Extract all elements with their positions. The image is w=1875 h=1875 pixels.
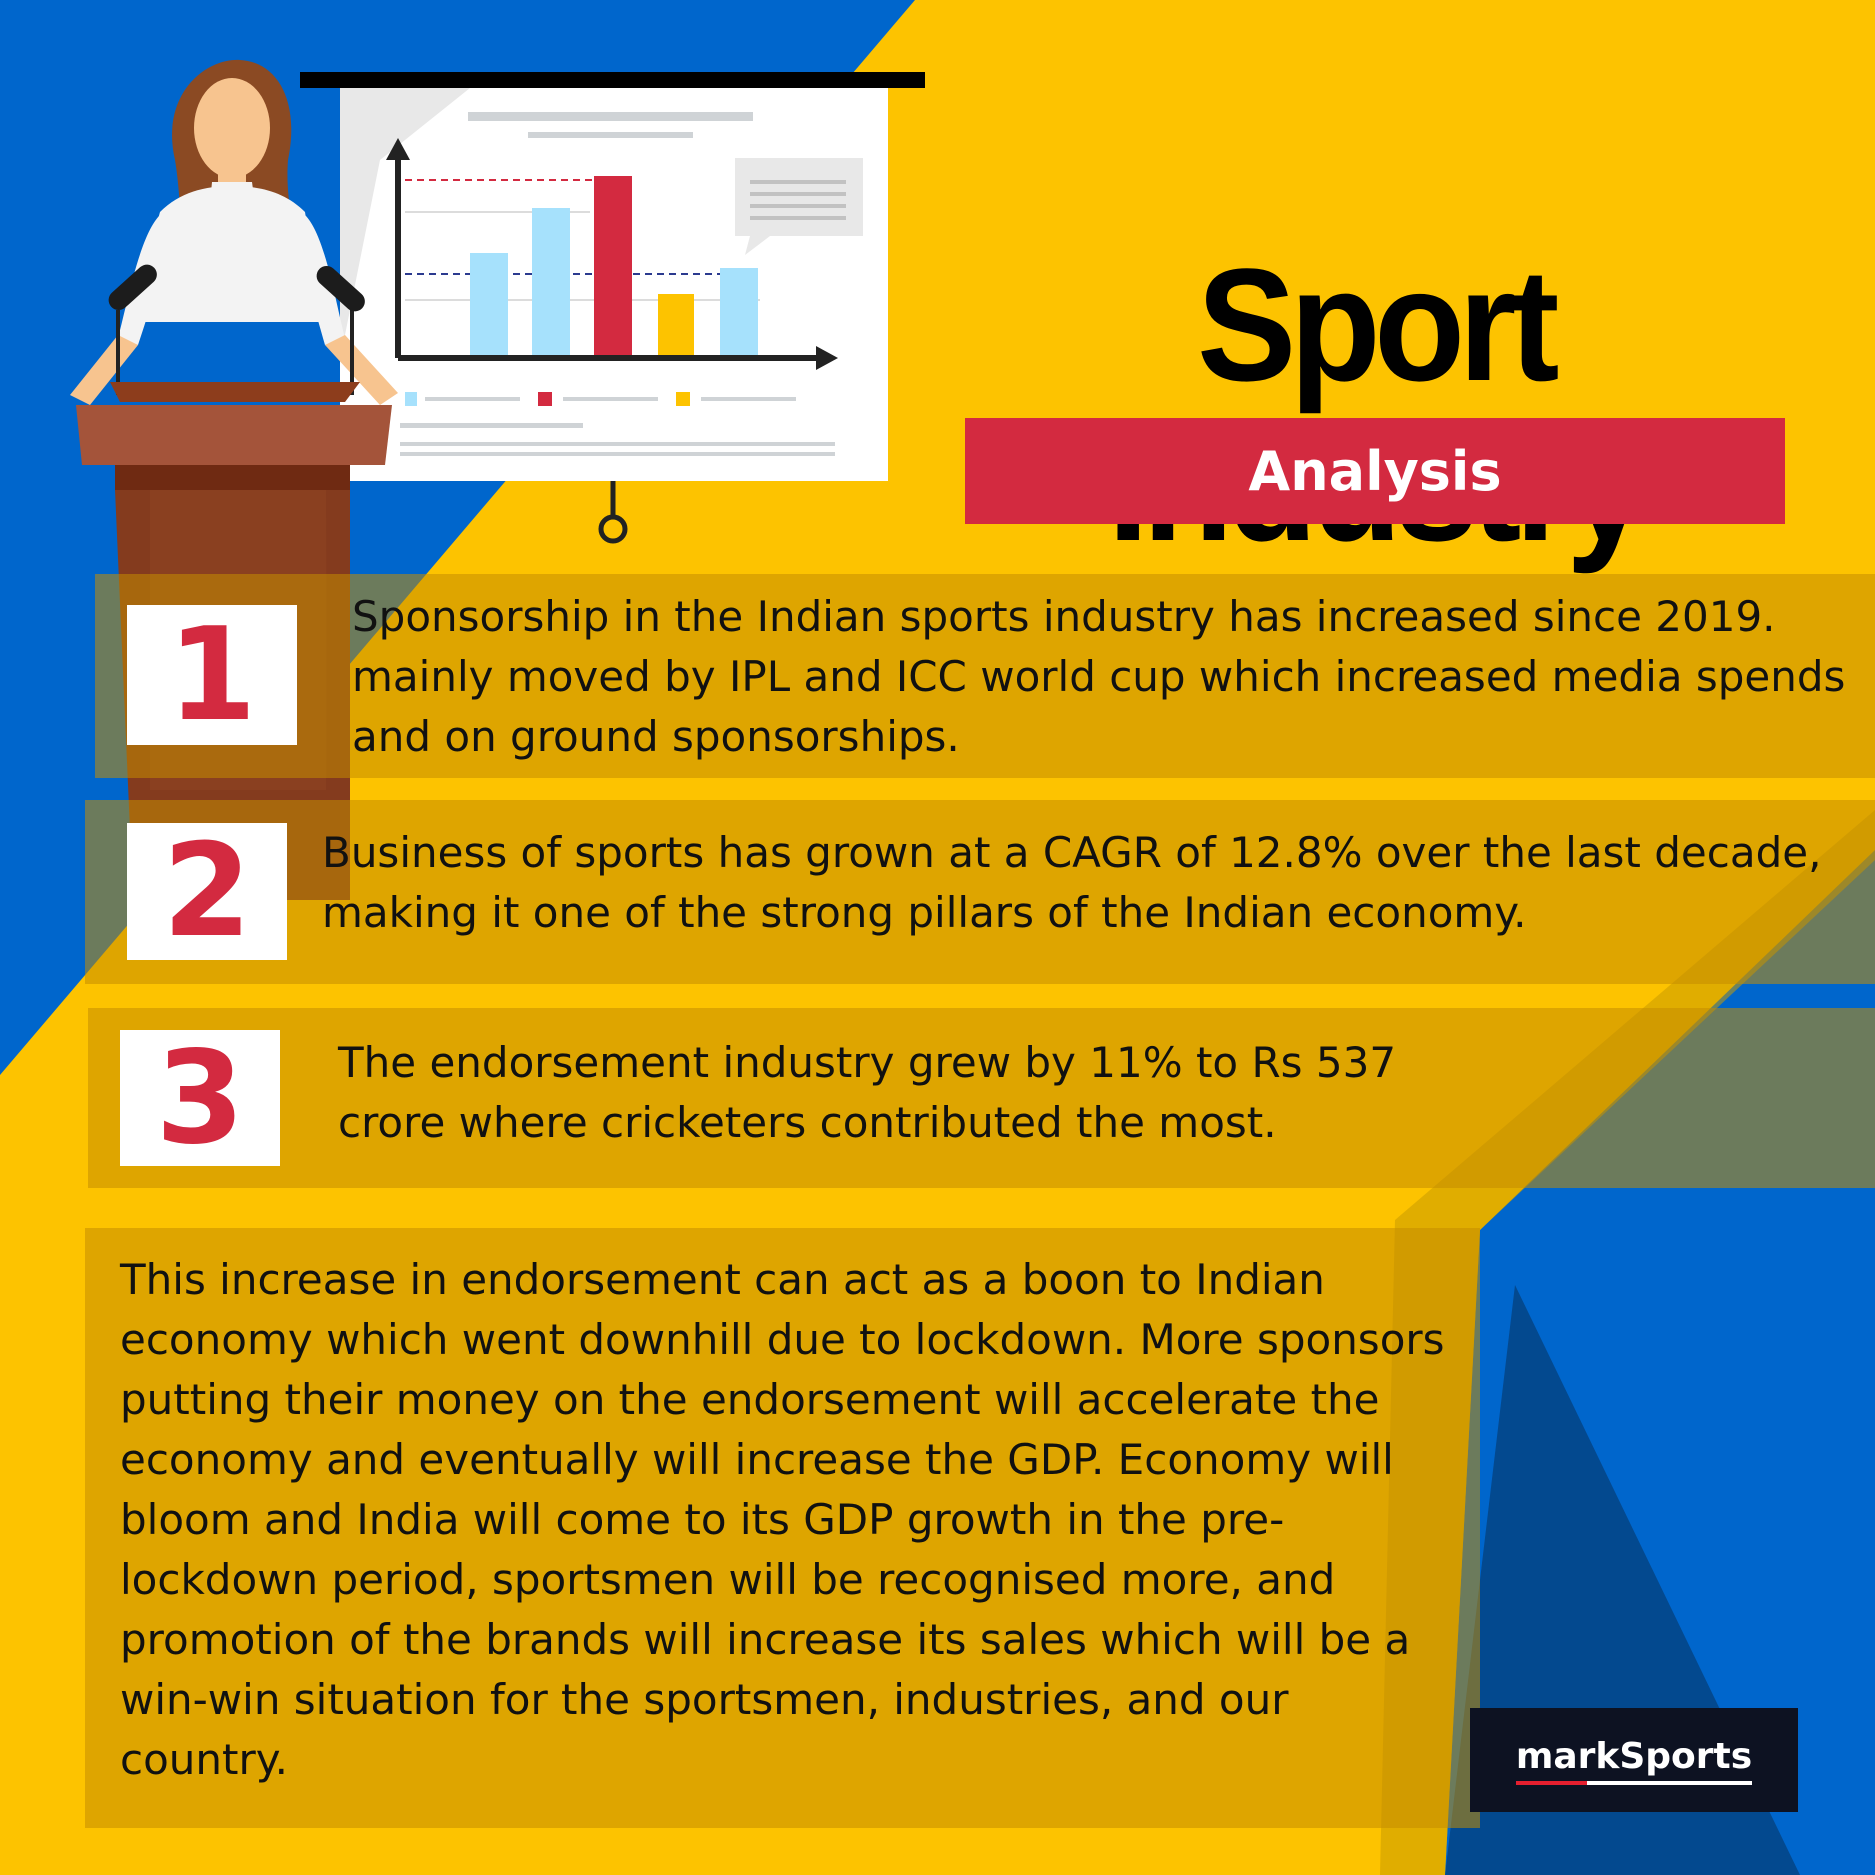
point-number-2: 2 (127, 817, 287, 966)
point-text-3: The endorsement industry grew by 11% to … (338, 1038, 1397, 1147)
subtitle-banner: Analysis (965, 418, 1785, 524)
point-band (95, 574, 1875, 778)
brand-name: markSports (1515, 1735, 1753, 1777)
board-bar-1 (470, 253, 508, 355)
point-text-2: Business of sports has grown at a CAGR o… (322, 828, 1822, 937)
conclusion-band (85, 1228, 1480, 1828)
point-text-1: Sponsorship in the Indian sports industr… (352, 592, 1846, 761)
brand-underline (1515, 1780, 1753, 1785)
blouse (130, 186, 322, 322)
board-bar-4 (658, 294, 694, 355)
point-number-3: 3 (120, 1024, 280, 1173)
brand-wordmark: markSports (1515, 1735, 1753, 1785)
brand-logo: markSports (1470, 1708, 1798, 1812)
face (194, 78, 270, 178)
point-number-1: 1 (127, 601, 297, 750)
board-rail (300, 72, 925, 88)
subtitle: Analysis (1248, 439, 1502, 503)
podium-top (76, 405, 392, 465)
point-band (88, 1008, 1875, 1188)
board-bar-3 (594, 176, 632, 355)
point-band (85, 800, 1875, 984)
conclusion-paragraph: This increase in endorsement can act as … (120, 1255, 1445, 1784)
board-bar-5 (720, 268, 758, 355)
board-bar-2 (532, 208, 570, 355)
brand-underline-accent (1515, 1780, 1587, 1785)
